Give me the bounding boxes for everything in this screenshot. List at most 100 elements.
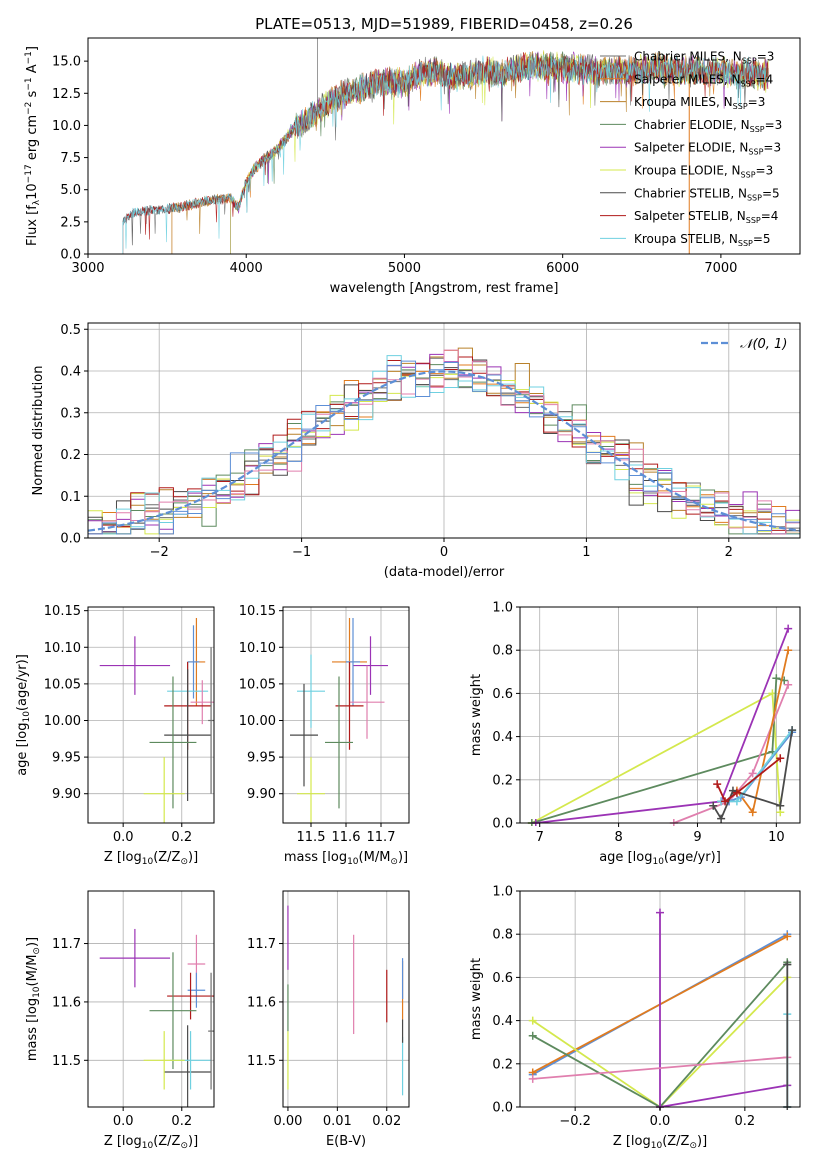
axes-frame — [282, 890, 410, 1108]
y-tick-label: 0.4 — [60, 365, 81, 380]
histogram-steps — [88, 347, 800, 535]
x-tick-label: 8 — [614, 830, 622, 845]
y-tick-label: 10.05 — [44, 677, 81, 692]
y-tick-label: 10.15 — [44, 604, 81, 619]
figure-title: PLATE=0513, MJD=51989, FIBERID=0458, z=0… — [255, 15, 633, 33]
legend-label: Kroupa ELODIE, NSSP=3 — [634, 164, 773, 180]
x-tick-label: 4000 — [230, 261, 263, 276]
y-tick-label: 2.5 — [60, 215, 81, 230]
weight-marker — [732, 797, 741, 806]
y-tick-label: 0.4 — [492, 1014, 513, 1029]
errorbar-points — [287, 905, 404, 1096]
x-axis-label: Z [log10(Z/Z⊙)] — [104, 1134, 198, 1151]
weight-marker — [784, 624, 793, 633]
weight-series-line — [659, 912, 788, 1109]
y-tick-label: 0.6 — [492, 687, 513, 702]
y-tick-label: 9.90 — [247, 787, 276, 802]
spectrum-series-line — [122, 51, 769, 254]
x-tick-label: 0.0 — [650, 1114, 671, 1129]
legend-label: Kroupa MILES, NSSP=3 — [634, 95, 765, 111]
weight-series-line — [716, 757, 781, 803]
weight-marker — [528, 1031, 537, 1040]
y-tick-label: 0.8 — [492, 928, 513, 943]
x-tick-label: 0.02 — [372, 1114, 401, 1129]
y-tick-label: 0.0 — [60, 248, 81, 263]
y-tick-label: 9.95 — [247, 751, 276, 766]
y-tick-label: 0.3 — [60, 406, 81, 421]
weight-series-line — [532, 1056, 788, 1080]
weight-marker — [783, 960, 792, 969]
legend-label: 𝒩(0, 1) — [740, 337, 787, 352]
errorbar-points — [99, 928, 214, 1107]
legend-label: Salpeter STELIB, NSSP=4 — [634, 209, 778, 225]
y-tick-label: 0.4 — [492, 730, 513, 745]
x-axis-label: mass [log10(M/M⊙)] — [284, 850, 408, 867]
x-tick-label: 11.7 — [367, 830, 396, 845]
y-tick-label: 12.5 — [52, 87, 81, 102]
weight-marker — [732, 788, 741, 797]
x-tick-label: 5000 — [388, 261, 421, 276]
y-tick-label: 10.00 — [44, 714, 81, 729]
weight-marker — [776, 801, 785, 810]
histogram-series — [88, 360, 800, 535]
legend-label: Salpeter MILES, NSSP=4 — [634, 72, 773, 88]
x-tick-label: 0.2 — [171, 1114, 192, 1129]
y-tick-label: 11.5 — [52, 1054, 81, 1069]
x-tick-label: 0.00 — [273, 1114, 302, 1129]
spectrum-panel: 3000 4000 5000 6000 7000 0.0 2.5 5.0 7.5 10.0 12.5… — [24, 37, 801, 296]
weight-marker — [784, 646, 793, 655]
x-axis-label: (data-model)/error — [384, 565, 505, 580]
legend-label: Chabrier STELIB, NSSP=5 — [634, 186, 780, 202]
x-tick-label: 0.2 — [171, 830, 192, 845]
y-tick-label: 11.5 — [247, 1054, 276, 1069]
weight-lines — [527, 624, 797, 826]
axes-frame — [87, 606, 215, 824]
x-axis-label: wavelength [Angstrom, rest frame] — [330, 281, 559, 296]
y-tick-label: 0.8 — [492, 644, 513, 659]
x-tick-label: −2 — [150, 545, 169, 560]
x-tick-label: 11.5 — [297, 830, 326, 845]
mass-vs-ebv-panel: 0.00 0.01 0.02 11.5 11.6 11.7 E(B-V) — [247, 890, 410, 1149]
weight-marker — [784, 680, 793, 689]
y-axis-label: Flux [fλ10−17 erg cm−2 s−1 A−1] — [24, 46, 42, 246]
weight-marker — [528, 1016, 537, 1025]
legend-label: Kroupa STELIB, NSSP=5 — [634, 232, 771, 248]
weight-marker — [748, 808, 757, 817]
y-tick-label: 0.5 — [60, 323, 81, 338]
y-tick-label: 11.6 — [52, 995, 81, 1010]
y-tick-label: 9.90 — [52, 787, 81, 802]
x-tick-label: −1 — [292, 545, 311, 560]
y-tick-label: 7.5 — [60, 151, 81, 166]
errorbar-points — [290, 617, 388, 823]
x-tick-label: 2 — [725, 545, 733, 560]
y-tick-label: 11.7 — [52, 937, 81, 952]
y-tick-label: 10.00 — [239, 714, 276, 729]
x-tick-label: 3000 — [71, 261, 104, 276]
y-tick-label: 10.10 — [44, 641, 81, 656]
y-tick-label: 9.95 — [52, 751, 81, 766]
x-tick-label: 10 — [768, 830, 785, 845]
weight-marker — [713, 780, 722, 789]
mass-vs-Z-panel: 0.0 0.2 11.5 11.6 11.7 Z [log10(Z/Z⊙)] mass [l… — [25, 890, 215, 1151]
errorbar-points — [99, 617, 214, 823]
weight-series-line — [531, 691, 782, 824]
x-axis-label: Z [log10(Z/Z⊙)] — [613, 1134, 707, 1151]
age-vs-Z-panel: 0.0 0.2 9.90 9.95 10.00 10.05 10.10 10.15 Z [log… — [15, 604, 215, 867]
y-tick-label: 10.10 — [239, 641, 276, 656]
y-tick-label: 1.0 — [492, 601, 513, 616]
axes-frame — [519, 606, 801, 824]
weight-marker — [772, 674, 781, 683]
y-tick-label: 10.15 — [239, 604, 276, 619]
weight-marker — [788, 726, 797, 735]
y-tick-label: 1.0 — [492, 885, 513, 900]
y-axis-label: mass weight — [469, 674, 484, 756]
weight-series-line — [531, 677, 785, 824]
y-tick-label: 0.0 — [60, 532, 81, 547]
x-axis-label: age [log10(age/yr)] — [599, 850, 721, 867]
y-tick-label: 0.1 — [60, 490, 81, 505]
legend-label: Chabrier ELODIE, NSSP=3 — [634, 118, 782, 134]
age-vs-mass-panel: 11.5 11.6 11.7 9.90 9.95 10.00 10.05 10.10 10.15… — [239, 604, 410, 867]
x-tick-label: 11.6 — [332, 830, 361, 845]
legend-label: Salpeter ELODIE, NSSP=3 — [634, 141, 781, 157]
